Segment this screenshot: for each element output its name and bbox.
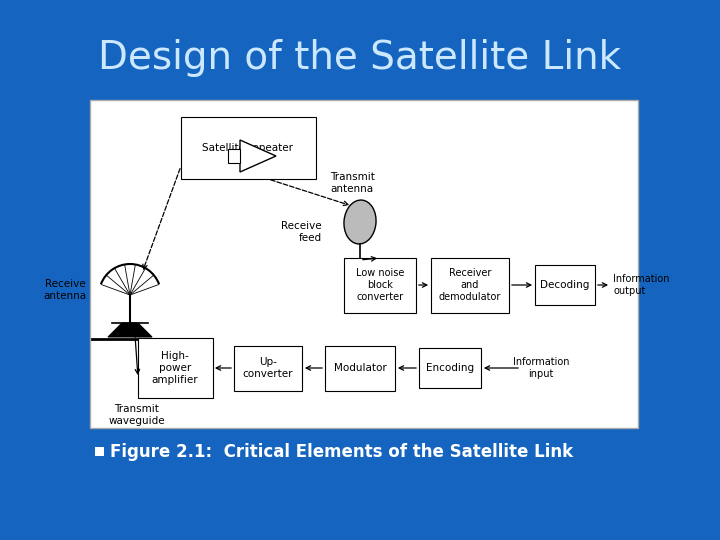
Text: Receive
feed: Receive feed xyxy=(282,221,322,243)
Bar xyxy=(325,346,395,390)
Text: Up-
converter: Up- converter xyxy=(243,357,293,379)
Bar xyxy=(181,117,315,179)
Text: Figure 2.1:  Critical Elements of the Satellite Link: Figure 2.1: Critical Elements of the Sat… xyxy=(110,443,573,461)
Bar xyxy=(90,100,638,428)
Text: Information
output: Information output xyxy=(613,274,670,296)
Bar xyxy=(228,149,240,163)
Text: Low noise
block
converter: Low noise block converter xyxy=(356,268,404,302)
Text: Receive
antenna: Receive antenna xyxy=(43,279,86,301)
Text: Transmit
waveguide: Transmit waveguide xyxy=(109,404,166,426)
Text: Modulator: Modulator xyxy=(333,363,387,373)
Text: Encoding: Encoding xyxy=(426,363,474,373)
Text: Decoding: Decoding xyxy=(540,280,590,290)
Bar xyxy=(234,346,302,390)
Bar xyxy=(431,258,509,313)
Bar xyxy=(95,447,104,456)
Text: Transmit
antenna: Transmit antenna xyxy=(330,172,375,194)
Polygon shape xyxy=(108,323,152,337)
Bar xyxy=(138,338,212,398)
Text: High-
power
amplifier: High- power amplifier xyxy=(152,352,198,384)
Bar xyxy=(344,258,416,313)
Bar xyxy=(419,348,481,388)
Text: Satellite repeater: Satellite repeater xyxy=(202,143,294,153)
Text: Design of the Satellite Link: Design of the Satellite Link xyxy=(99,39,621,77)
Bar xyxy=(535,265,595,305)
Polygon shape xyxy=(240,140,276,172)
Ellipse shape xyxy=(344,200,376,244)
Text: Information
input: Information input xyxy=(513,357,570,379)
Text: Receiver
and
demodulator: Receiver and demodulator xyxy=(438,268,501,302)
